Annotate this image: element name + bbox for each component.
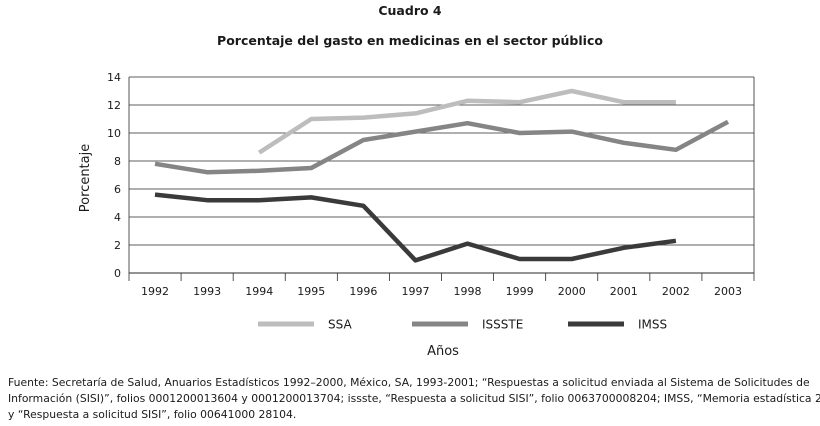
source-line-2: Información (SISI)”, folios 000120001360…: [8, 392, 820, 405]
x-tick-label-2000: 2000: [558, 285, 586, 298]
y-tick-label-14: 14: [107, 71, 121, 84]
line-chart: 0 2 4 6 8 10 12 14 1992 1993 1994 1995 1996 1997 1998 1…: [78, 71, 755, 359]
x-tick-label-1998: 1998: [454, 285, 482, 298]
axes: 0 2 4 6 8 10 12 14 1992 1993 1994 1995 1996 1997 1998 1…: [107, 71, 755, 298]
legend-label-imss: IMSS: [638, 318, 667, 332]
y-tick-label-4: 4: [114, 211, 121, 224]
chart-title: Porcentaje del gasto en medicinas en el …: [217, 33, 603, 48]
series-line-issste: [154, 119, 730, 175]
chart-label: Cuadro 4: [378, 3, 442, 18]
y-tick-label-6: 6: [114, 183, 121, 196]
y-tick-label-8: 8: [114, 155, 121, 168]
legend-label-ssa: SSA: [328, 318, 352, 332]
series-line-ssa: [257, 88, 676, 155]
legend-label-issste: ISSSTE: [482, 318, 523, 332]
x-tick-label-1997: 1997: [401, 285, 429, 298]
x-tick-label-1999: 1999: [506, 285, 534, 298]
x-tick-label-1992: 1992: [141, 285, 169, 298]
source-note: Fuente: Secretaría de Salud, Anuarios Es…: [8, 375, 820, 423]
x-axis-label: Años: [427, 344, 459, 359]
x-tick-label-2002: 2002: [662, 285, 690, 298]
x-tick-label-1993: 1993: [193, 285, 221, 298]
y-tick-label-2: 2: [114, 239, 121, 252]
series-lines: [154, 88, 730, 263]
x-tick-label-1994: 1994: [245, 285, 273, 298]
x-tick-label-1996: 1996: [349, 285, 377, 298]
legend: SSA ISSSTE IMSS: [258, 318, 667, 332]
y-tick-label-0: 0: [114, 267, 121, 280]
y-axis-label: Porcentaje: [78, 144, 93, 212]
source-line-1: Fuente: Secretaría de Salud, Anuarios Es…: [8, 376, 810, 389]
y-tick-label-10: 10: [107, 127, 121, 140]
source-line-3: y “Respuesta a solicitud SISI”, folio 00…: [8, 408, 297, 421]
y-tick-label-12: 12: [107, 99, 121, 112]
x-tick-label-2003: 2003: [714, 285, 742, 298]
series-line-imss: [154, 192, 677, 263]
x-tick-label-2001: 2001: [610, 285, 638, 298]
x-tick-label-1995: 1995: [297, 285, 325, 298]
